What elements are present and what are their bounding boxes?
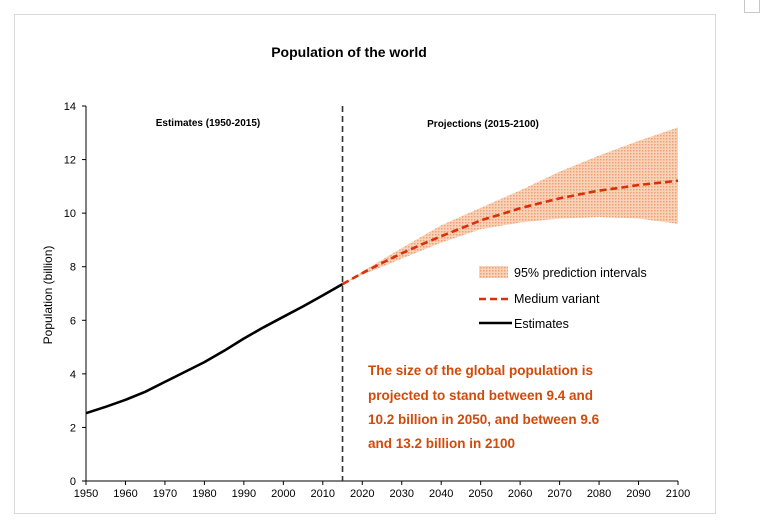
chart-frame <box>14 14 716 514</box>
y-tick-label: 14 <box>64 101 76 113</box>
y-tick-label: 12 <box>64 155 76 167</box>
y-tick-label: 8 <box>70 262 76 274</box>
y-tick-label: 6 <box>70 315 76 327</box>
estimates-region-label: Estimates (1950-2015) <box>156 118 261 129</box>
x-tick-label: 1980 <box>192 488 216 500</box>
x-tick-label: 2090 <box>626 488 650 500</box>
medium-variant-line <box>341 179 679 286</box>
x-tick-label: 2060 <box>508 488 532 500</box>
y-tick-label: 4 <box>70 369 76 381</box>
chart-title: Population of the world <box>271 44 427 60</box>
prediction-band-layer <box>342 127 678 285</box>
x-tick-label: 2070 <box>547 488 571 500</box>
y-tick-label: 0 <box>70 476 76 488</box>
x-tick-label: 2080 <box>587 488 611 500</box>
legend-medium-label: Medium variant <box>514 292 600 306</box>
annotation-line: The size of the global population is <box>368 363 593 378</box>
x-tick-label: 2030 <box>389 488 413 500</box>
legend: 95% prediction intervals Medium variant … <box>479 266 647 331</box>
estimates-line <box>85 282 344 415</box>
x-tick-label: 1970 <box>153 488 177 500</box>
x-tick-label: 1950 <box>74 488 98 500</box>
y-axis-label: Population (billion) <box>41 246 55 345</box>
legend-band-swatch <box>479 266 508 278</box>
x-tick-label: 2010 <box>311 488 335 500</box>
x-tick-label: 2000 <box>271 488 295 500</box>
y-tick-label: 2 <box>70 422 76 434</box>
x-tick-label: 2050 <box>468 488 492 500</box>
legend-band-label: 95% prediction intervals <box>514 266 647 280</box>
tick-layer: 1950 1960 1970 1980 1990 2000 2010 2020 2030 2040… <box>64 101 690 500</box>
annotation-line: 10.2 billion in 2050, and between 9.6 <box>368 412 600 427</box>
x-tick-label: 2020 <box>350 488 374 500</box>
projections-region-label: Projections (2015-2100) <box>427 119 539 130</box>
x-tick-label: 2040 <box>429 488 453 500</box>
legend-estimates-label: Estimates <box>514 317 569 331</box>
x-tick-label: 2100 <box>666 488 690 500</box>
y-tick-label: 10 <box>64 208 76 220</box>
x-tick-label: 1990 <box>232 488 256 500</box>
annotation-line: and 13.2 billion in 2100 <box>368 436 515 451</box>
x-tick-label: 1960 <box>113 488 137 500</box>
annotation: The size of the global population is pro… <box>368 363 600 451</box>
prediction-interval-band <box>342 127 678 285</box>
annotation-line: projected to stand between 9.4 and <box>368 388 593 403</box>
series-line-layer <box>85 179 679 415</box>
